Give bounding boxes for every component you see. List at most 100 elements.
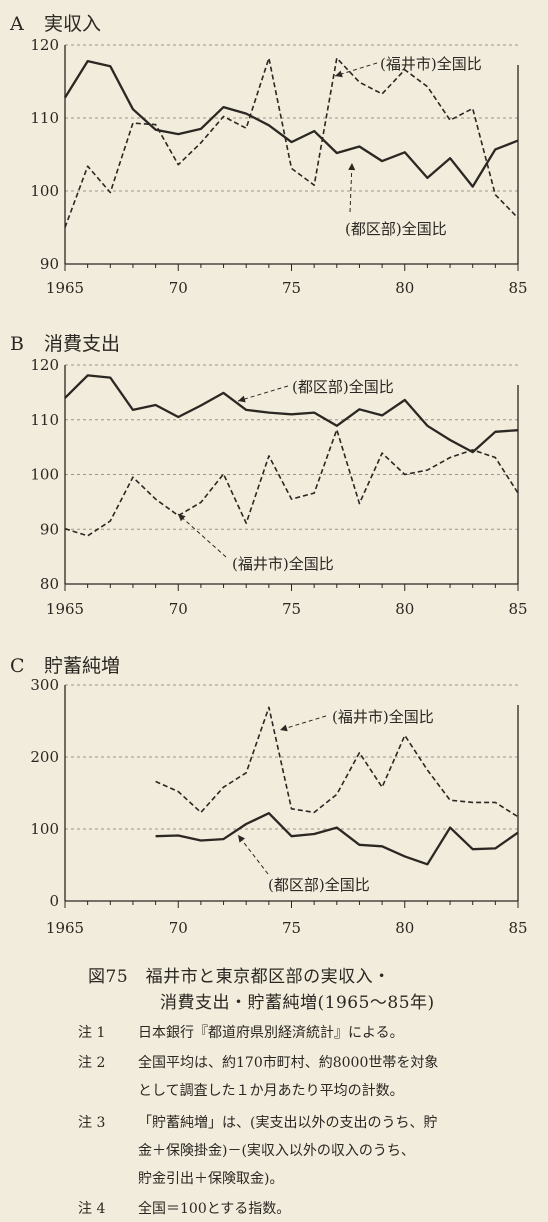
data-point — [336, 827, 338, 829]
data-point — [472, 451, 474, 453]
data-point — [313, 412, 315, 414]
y-tick-label: 200 — [30, 748, 59, 766]
panel-title-A: 実収入 — [44, 13, 101, 35]
data-point — [404, 152, 406, 154]
data-point — [495, 431, 497, 433]
data-point — [177, 416, 179, 418]
data-point — [359, 503, 361, 505]
data-point — [245, 127, 247, 129]
leader-line — [334, 62, 378, 77]
data-point — [291, 413, 293, 415]
data-point — [336, 429, 338, 431]
series-label-solid: (都区部)全国比 — [292, 378, 394, 396]
series-line-dashed — [64, 57, 519, 228]
data-point — [359, 81, 361, 83]
data-point — [381, 786, 383, 788]
data-point — [381, 415, 383, 417]
data-point — [245, 409, 247, 411]
data-point — [427, 863, 429, 865]
data-point — [427, 177, 429, 179]
data-point — [449, 157, 451, 159]
data-point — [336, 57, 338, 59]
panel-title-C: 貯蓄純増 — [44, 655, 120, 677]
note-2-label: 注 2 — [78, 1055, 106, 1071]
x-tick-label: 80 — [395, 600, 414, 618]
x-tick-label: 70 — [169, 919, 188, 937]
leader-line — [279, 715, 327, 731]
data-point — [155, 498, 157, 500]
data-point — [427, 425, 429, 427]
series-label-solid: (都区部)全国比 — [268, 876, 370, 894]
data-point — [449, 799, 451, 801]
data-point — [223, 116, 225, 118]
data-point — [381, 93, 383, 95]
data-point — [291, 498, 293, 500]
chart-C: C 貯蓄純増 0 100 200 300 1965 70 75 80 85 (都区部)全国比 (福井市)… — [10, 655, 528, 937]
data-point — [495, 149, 497, 151]
data-point — [268, 707, 270, 709]
data-point — [245, 772, 247, 774]
data-point — [132, 108, 134, 110]
data-point — [313, 812, 315, 814]
data-point — [177, 133, 179, 135]
data-point — [449, 827, 451, 829]
data-point — [132, 122, 134, 124]
data-point — [517, 140, 519, 142]
data-point — [223, 838, 225, 840]
data-point — [155, 404, 157, 406]
data-point — [87, 165, 89, 167]
arrow-head — [280, 724, 288, 732]
arrow-head — [238, 835, 246, 843]
data-point — [449, 119, 451, 121]
arrow-head — [335, 70, 343, 78]
panel-label-A: A — [9, 13, 24, 35]
data-point — [64, 97, 66, 99]
data-point — [245, 113, 247, 115]
data-point — [517, 816, 519, 818]
y-tick-label: 110 — [30, 411, 59, 429]
data-point — [449, 457, 451, 459]
series-line-solid — [64, 374, 519, 454]
series-line-solid — [64, 59, 519, 188]
data-point — [200, 142, 202, 144]
data-point — [404, 399, 406, 401]
x-tick-label: 80 — [395, 919, 414, 937]
data-point — [517, 492, 519, 494]
arrow-head — [178, 514, 186, 522]
data-point — [359, 844, 361, 846]
note-3-text-line3: 貯金引出＋保険取金)。 — [138, 1171, 284, 1187]
x-tick-label: 85 — [508, 279, 527, 297]
x-tick-label: 75 — [282, 919, 301, 937]
note-3-text-line1: 「貯蓄純増」は、(実支出以外の支出のうち、貯 — [138, 1115, 438, 1131]
note-2-text-line2: として調査した１か月あたり平均の計数。 — [138, 1083, 404, 1099]
leader-line — [237, 834, 269, 875]
x-tick-label: 70 — [169, 600, 188, 618]
data-point — [223, 392, 225, 394]
leader-line — [177, 513, 227, 558]
data-point — [155, 124, 157, 126]
panel-label-C: C — [10, 655, 25, 677]
data-point — [313, 833, 315, 835]
data-point — [427, 769, 429, 771]
data-point — [245, 522, 247, 524]
y-tick-label: 300 — [30, 676, 59, 694]
x-tick-label: 85 — [508, 600, 527, 618]
data-point — [472, 848, 474, 850]
data-point — [268, 57, 270, 59]
y-tick-label: 90 — [40, 255, 59, 273]
series-line-dashed — [64, 428, 519, 537]
data-point — [223, 473, 225, 475]
data-point — [359, 146, 361, 148]
data-point — [427, 86, 429, 88]
data-point — [495, 194, 497, 196]
data-point — [177, 791, 179, 793]
data-point — [132, 476, 134, 478]
data-point — [87, 535, 89, 537]
series-label-dashed: (福井市)全国比 — [332, 708, 434, 726]
data-point — [177, 835, 179, 837]
data-point — [427, 469, 429, 471]
y-tick-label: 110 — [30, 109, 59, 127]
data-point — [200, 840, 202, 842]
charts-canvas: A 実収入 90 100 110 120 1965 70 75 80 85 (都区部)全国比 (福井市)… — [9, 13, 528, 937]
